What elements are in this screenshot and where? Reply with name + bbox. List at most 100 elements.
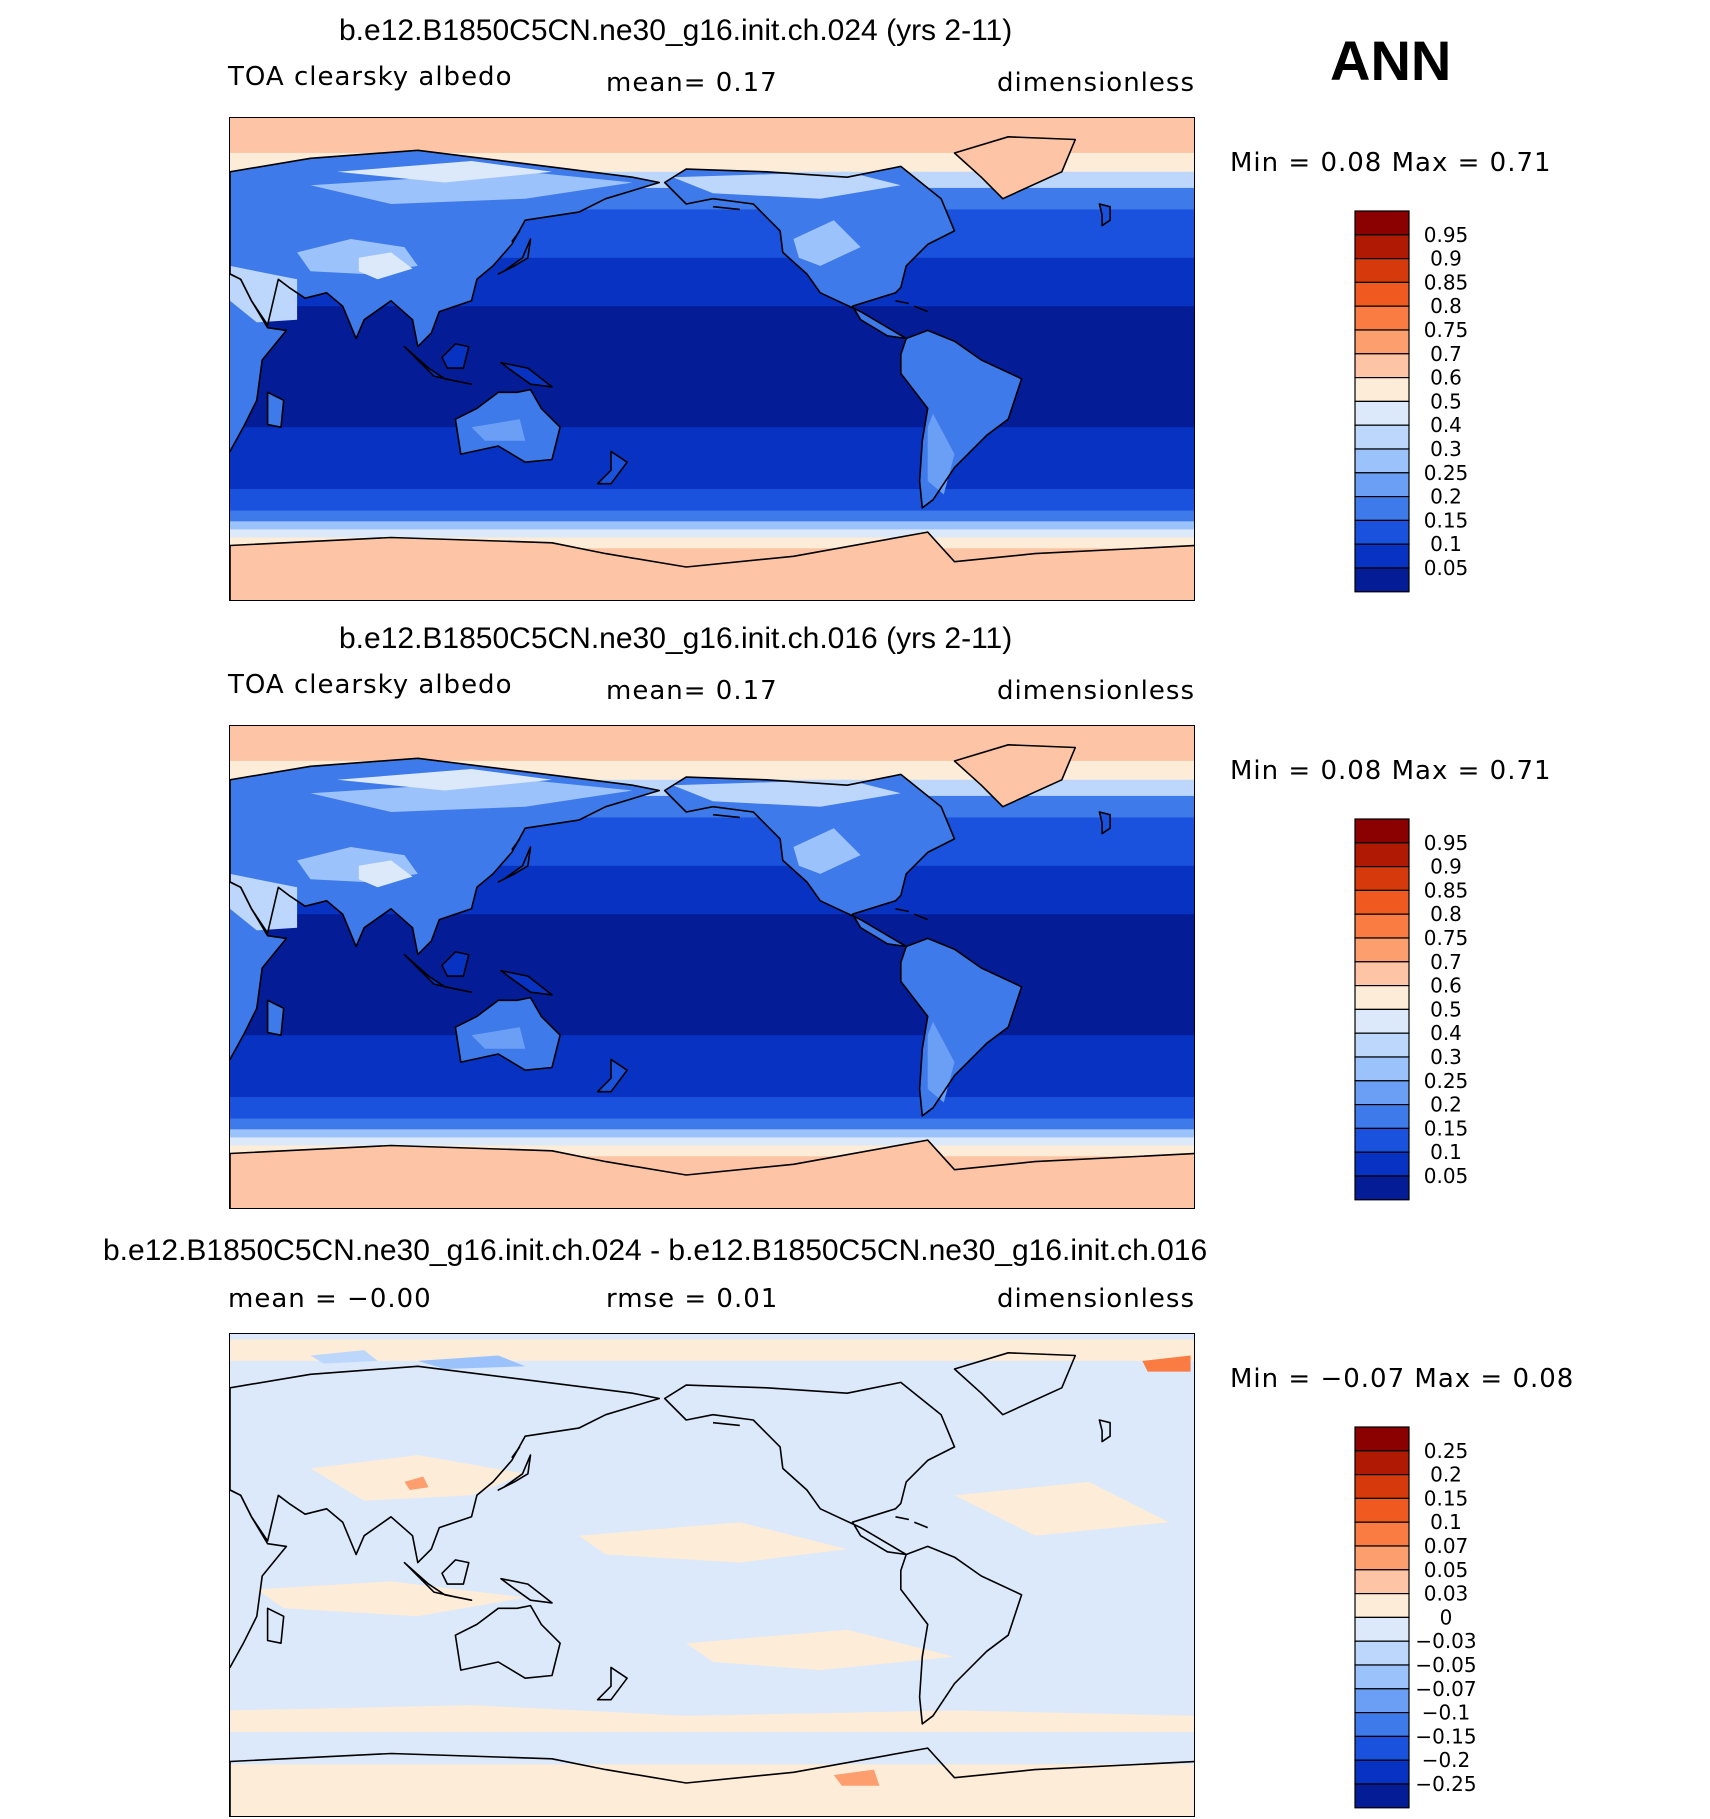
colorbar-swatch xyxy=(1354,377,1410,403)
coastline-eurasia xyxy=(230,757,661,956)
coastline-uk xyxy=(1098,203,1111,227)
colorbar-swatch xyxy=(1354,1426,1410,1452)
colorbar-swatch xyxy=(1354,519,1410,545)
albedo-patch xyxy=(358,252,413,280)
panel-3-map xyxy=(229,1333,1195,1817)
panel-1-map-svg xyxy=(230,118,1194,600)
land-antarctica xyxy=(230,1140,1194,1208)
coastline-madagascar xyxy=(266,999,285,1037)
coastline-africa xyxy=(230,273,288,453)
diff-patch xyxy=(404,1476,429,1490)
colorbar-label: 0.85 xyxy=(1424,270,1469,294)
colorbar-swatch xyxy=(1354,1735,1410,1761)
colorbar-label: 0.95 xyxy=(1424,831,1469,855)
coastline-japan xyxy=(497,846,532,883)
colorbar-label: 0.8 xyxy=(1430,294,1462,318)
coastline-island xyxy=(895,908,910,913)
colorbar-swatch xyxy=(1354,1151,1410,1177)
colorbar-swatch xyxy=(1354,1664,1410,1690)
diff-patch xyxy=(578,1522,848,1563)
coastline-australia xyxy=(454,388,561,464)
coastline-indonesia xyxy=(403,1561,473,1602)
land-nz xyxy=(597,1059,628,1092)
panel-3-units: dimensionless xyxy=(997,1284,1195,1314)
colorbar-label: 0 xyxy=(1440,1605,1453,1629)
panel-3-rmse: rmse = 0.01 xyxy=(606,1284,779,1314)
ocean-band xyxy=(230,521,1194,530)
land-eurasia xyxy=(230,150,660,347)
coastline-island xyxy=(511,230,521,243)
coastline-borneo xyxy=(441,1559,470,1585)
colorbar-swatch xyxy=(1354,281,1410,307)
diff-patch xyxy=(230,1339,1194,1361)
coastline-samerica xyxy=(899,937,1023,1117)
ocean-band xyxy=(230,1129,1194,1138)
albedo-patch xyxy=(793,828,861,874)
colorbar-swatch xyxy=(1354,865,1410,891)
ocean-band xyxy=(230,529,1194,538)
ocean-band xyxy=(230,1137,1194,1146)
coastline-antarctica xyxy=(230,1139,1194,1208)
panel-3-map-svg xyxy=(230,1334,1194,1816)
colorbar-swatch xyxy=(1354,818,1410,844)
coastline-nz xyxy=(596,1666,628,1701)
coastline-africa xyxy=(230,881,288,1061)
albedo-patch xyxy=(927,1021,955,1103)
colorbar-swatch xyxy=(1354,305,1410,331)
colorbar-label: 0.8 xyxy=(1430,902,1462,926)
coastline-australia xyxy=(454,996,561,1072)
panel-1-units: dimensionless xyxy=(997,68,1195,98)
colorbar-label: 0.03 xyxy=(1424,1582,1469,1606)
colorbar-swatch xyxy=(1354,1032,1410,1058)
albedo-patch xyxy=(337,161,552,183)
colorbar-svg: 0.950.90.850.80.750.70.60.50.40.30.250.2… xyxy=(1354,210,1469,593)
colorbar-swatch xyxy=(1354,1593,1410,1619)
coastline-australia xyxy=(454,1604,561,1680)
colorbar-swatch xyxy=(1354,1056,1410,1082)
colorbar-swatch xyxy=(1354,889,1410,915)
colorbar-label: 0.15 xyxy=(1424,1486,1469,1510)
coastline-island xyxy=(914,305,928,313)
diff-patch xyxy=(833,1769,880,1786)
colorbar-label: 0.6 xyxy=(1430,974,1462,998)
albedo-patch xyxy=(358,860,413,888)
colorbar-label: 0.85 xyxy=(1424,878,1469,902)
albedo-patch xyxy=(672,171,901,199)
coastline-japan xyxy=(497,1454,532,1491)
coastline-greenland xyxy=(953,1351,1077,1416)
panel-2-mean: mean= 0.17 xyxy=(606,676,778,706)
panel-2-map xyxy=(229,725,1195,1209)
colorbar-label: −0.15 xyxy=(1415,1724,1476,1748)
colorbar-swatch xyxy=(1354,1616,1410,1642)
colorbar-label: 0.25 xyxy=(1424,1069,1469,1093)
coastline-namerica xyxy=(663,165,956,340)
panel-2-colorbar: 0.95 0.9 0.85 0.8 0.75 0.7 0.6 0.5 0.4 0.3 0.25 0.2… xyxy=(1354,818,1514,1206)
land-japan xyxy=(498,239,531,274)
colorbar-swatch xyxy=(1354,1127,1410,1153)
coastline-eurasia xyxy=(230,1365,661,1564)
coastline-greenland xyxy=(953,743,1077,808)
panel-3-minmax: Min = −0.07 Max = 0.08 xyxy=(1230,1364,1575,1394)
colorbar-label: −0.07 xyxy=(1415,1677,1476,1701)
coastline-namerica xyxy=(663,1381,956,1556)
diff-patch xyxy=(954,1481,1170,1536)
land-borneo xyxy=(442,951,469,977)
land-eurasia xyxy=(230,758,660,955)
albedo-patch xyxy=(471,419,526,441)
ocean-band xyxy=(230,1145,1194,1157)
coastline-nz xyxy=(596,450,628,485)
coastline-newguinea xyxy=(500,361,553,388)
diff-patch xyxy=(1142,1355,1191,1372)
land-borneo xyxy=(442,343,469,369)
colorbar-swatch xyxy=(1354,234,1410,260)
colorbar-label: 0.75 xyxy=(1424,318,1469,342)
coastline-island xyxy=(712,813,740,819)
colorbar-swatch xyxy=(1354,1545,1410,1571)
panel-2-map-svg xyxy=(230,726,1194,1208)
albedo-patch xyxy=(337,769,552,791)
colorbar-label: 0.6 xyxy=(1430,366,1462,390)
albedo-patch xyxy=(310,171,633,204)
colorbar-swatch xyxy=(1354,353,1410,379)
colorbar-swatch xyxy=(1354,961,1410,987)
land-africa xyxy=(230,882,287,1060)
